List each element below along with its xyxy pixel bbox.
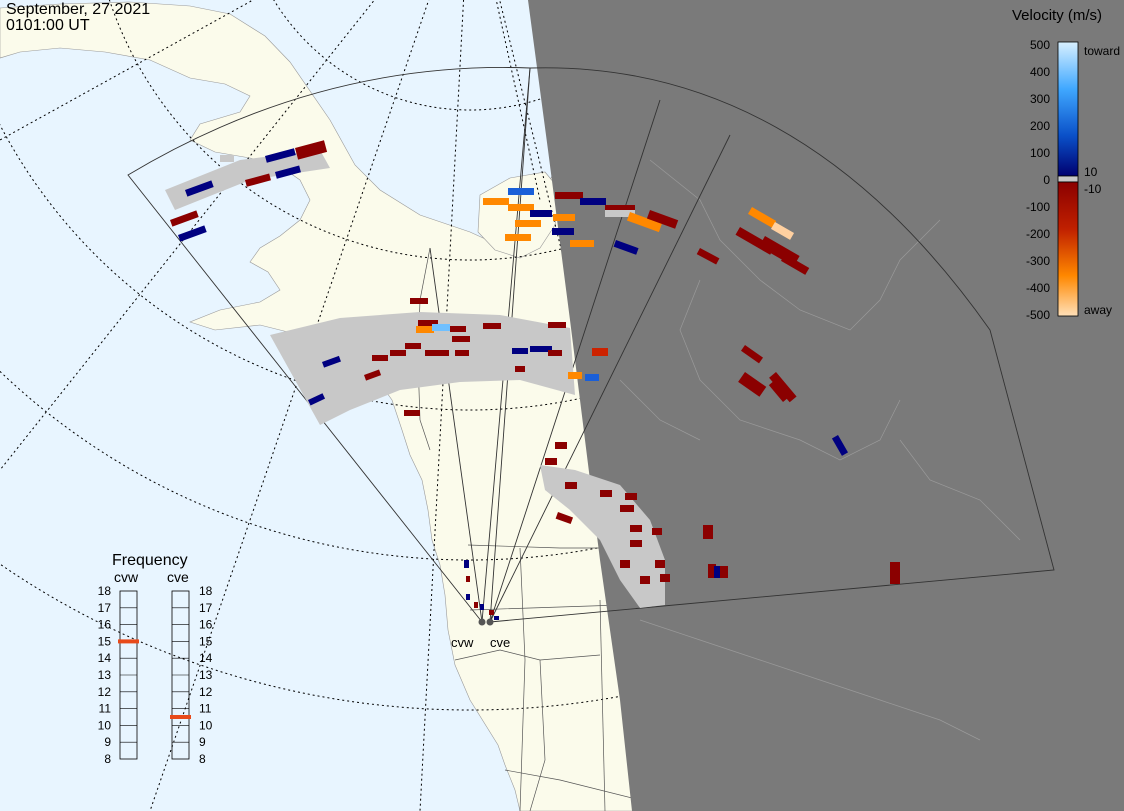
velocity-tick-label: -400 <box>1026 281 1050 295</box>
radar-site-cve <box>486 618 494 626</box>
velocity-tick-label: 500 <box>1030 38 1050 52</box>
radar-fov-outlines <box>127 67 1055 623</box>
frequency-tick-left: 9 <box>104 735 111 749</box>
frequency-tick-right: 8 <box>199 752 206 766</box>
frequency-tick-left: 12 <box>98 685 112 699</box>
header-date: September, 27 2021 <box>6 1 151 18</box>
frequency-tick-right: 15 <box>199 634 213 648</box>
frequency-tick-right: 12 <box>199 685 213 699</box>
radar-label-cvw: cvw <box>451 635 474 650</box>
frequency-tick-left: 11 <box>99 702 112 716</box>
velocity-tick-label: 200 <box>1030 119 1050 133</box>
velocity-tick-label: -200 <box>1026 227 1050 241</box>
frequency-label-cvw: cvw <box>114 569 139 585</box>
legend-toward-label: toward <box>1084 44 1120 58</box>
velocity-tick-label: -10 <box>1084 182 1102 196</box>
velocity-tick-label: 400 <box>1030 65 1050 79</box>
frequency-tick-right: 13 <box>199 668 213 682</box>
velocity-tick-label: -100 <box>1026 200 1050 214</box>
night-terminator-shade <box>528 0 1124 811</box>
radar-label-cve: cve <box>490 635 510 650</box>
frequency-panel: Frequency cvw cve 18 18 17 17 16 16 15 15 14 14 13… <box>98 552 213 766</box>
velocity-cells <box>170 140 900 620</box>
velocity-tick-label: 300 <box>1030 92 1050 106</box>
frequency-tick-left: 18 <box>98 584 112 598</box>
frequency-tick-left: 13 <box>98 668 112 682</box>
frequency-tick-right: 11 <box>199 702 212 716</box>
frequency-tick-left: 8 <box>104 752 111 766</box>
velocity-legend-title: Velocity (m/s) <box>1012 7 1102 24</box>
frequency-tick-left: 14 <box>98 651 112 665</box>
velocity-tick-label: 10 <box>1084 165 1098 179</box>
frequency-title: Frequency <box>112 552 188 569</box>
frequency-tick-right: 18 <box>199 584 213 598</box>
header-time: 0101:00 UT <box>6 17 90 34</box>
night-coastlines <box>619 159 1021 741</box>
frequency-tick-left: 17 <box>98 601 112 615</box>
velocity-tick-label: -500 <box>1026 308 1050 322</box>
velocity-tick-label: -300 <box>1026 254 1050 268</box>
frequency-marker-cve <box>170 715 191 719</box>
frequency-tick-right: 14 <box>199 651 213 665</box>
velocity-legend: Velocity (m/s) toward away 500 400 300 200 1… <box>1012 7 1120 322</box>
frequency-marker-cvw <box>118 639 139 644</box>
frequency-tick-left: 16 <box>98 618 112 632</box>
frequency-label-cve: cve <box>167 569 189 585</box>
frequency-tick-right: 16 <box>199 618 213 632</box>
radar-site-cvw <box>478 618 486 626</box>
frequency-tick-left: 15 <box>98 634 112 648</box>
frequency-tick-right: 9 <box>199 735 206 749</box>
frequency-tick-left: 10 <box>98 718 112 732</box>
frequency-tick-right: 10 <box>199 718 213 732</box>
velocity-tick-label: 0 <box>1043 173 1050 187</box>
frequency-tick-right: 17 <box>199 601 213 615</box>
velocity-tick-label: 100 <box>1030 146 1050 160</box>
legend-away-label: away <box>1084 303 1112 317</box>
